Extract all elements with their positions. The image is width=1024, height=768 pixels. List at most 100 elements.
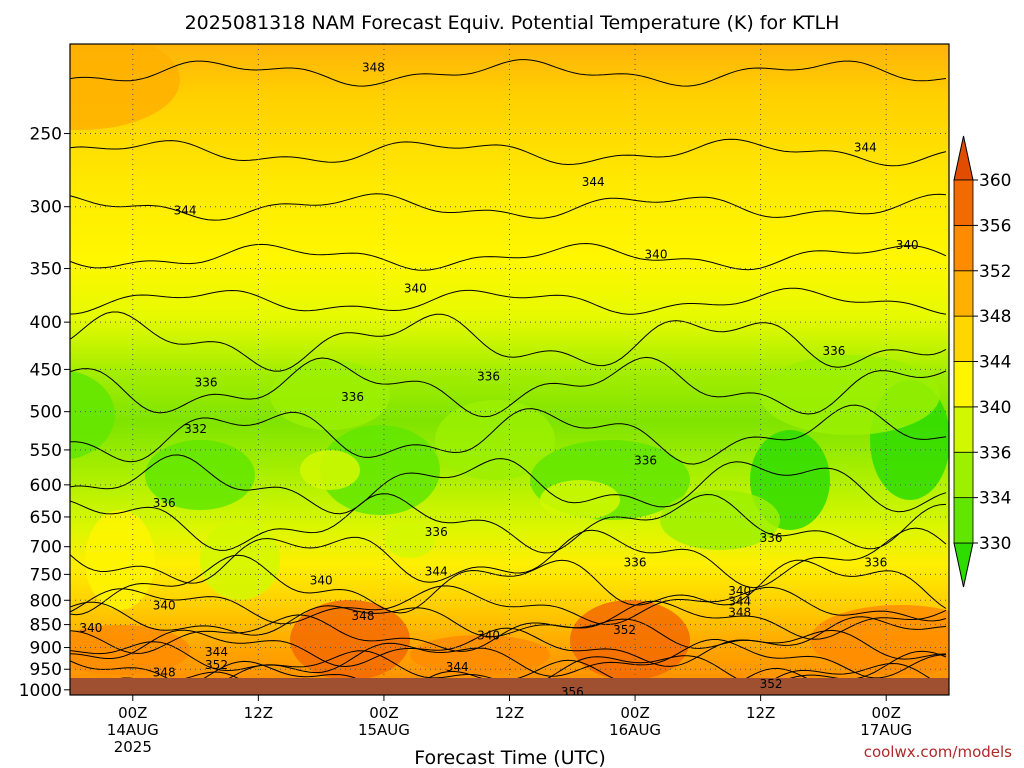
y-tick-label: 600 — [30, 476, 62, 496]
x-tick-label: 12Z — [495, 704, 524, 722]
field-patch — [270, 360, 390, 430]
contour-line — [70, 311, 947, 372]
contour-line — [70, 287, 947, 315]
colorbar: 330 334 336 340 344 348 352 356 360 — [953, 135, 1011, 588]
contour-line — [70, 493, 947, 554]
contour-label: 336 — [425, 525, 448, 539]
contour-label: 336 — [864, 555, 887, 569]
y-tick-label: 250 — [30, 125, 62, 145]
contour-line — [70, 454, 947, 515]
contour-label: 348 — [153, 666, 176, 680]
contour-label: 332 — [184, 422, 207, 436]
y-tick-label: 750 — [30, 565, 62, 585]
contour-label: 336 — [634, 454, 657, 468]
contour-line — [70, 600, 947, 640]
colorbar-label: 330 — [979, 534, 1011, 554]
contour-label: 344 — [728, 594, 751, 608]
colorbar-segment — [953, 451, 974, 499]
y-tick-label: 350 — [30, 260, 62, 280]
contour-label: 340 — [645, 248, 668, 262]
field-patch — [810, 605, 949, 675]
colorbar-segment — [953, 179, 974, 226]
colorbar-max-arrow — [953, 135, 974, 181]
field-patch — [85, 510, 155, 610]
colorbar-segment — [953, 224, 974, 272]
contour-label: 352 — [760, 677, 783, 691]
colorbar-label: 344 — [979, 353, 1011, 373]
contour-label: 336 — [624, 555, 647, 569]
contour-line — [70, 356, 947, 418]
contour-label: 340 — [310, 574, 333, 588]
field-patch — [410, 635, 550, 675]
field-patch — [540, 480, 620, 520]
contour-label: 336 — [760, 531, 783, 545]
x-tick-date: 15AUG — [358, 721, 410, 739]
contour-label: 356 — [561, 685, 584, 699]
contour-label: 344 — [205, 645, 228, 659]
contour-label: 340 — [404, 282, 427, 296]
contour-label: 336 — [195, 376, 218, 390]
y-tick-label: 500 — [30, 403, 62, 423]
y-tick-label: 700 — [30, 538, 62, 558]
contour-line — [70, 404, 947, 465]
colorbar-label: 340 — [979, 398, 1011, 418]
colorbar-segment — [953, 497, 974, 544]
x-tick-date: 16AUG — [609, 721, 661, 739]
contour-label: 340 — [477, 628, 500, 642]
contour-line — [70, 138, 947, 167]
contour-label: 340 — [153, 598, 176, 612]
x-tick-date: 14AUG — [107, 721, 159, 739]
contour-line — [70, 554, 947, 616]
field-patch — [200, 520, 280, 600]
y-tick-label: 900 — [30, 639, 62, 659]
grid-lines — [70, 44, 949, 695]
colorbar-segment — [953, 406, 974, 453]
field-patch — [145, 440, 255, 510]
contour-label: 348 — [352, 609, 375, 623]
contour-label: 352 — [613, 623, 636, 637]
colorbar-label: 360 — [979, 171, 1011, 191]
contour-label: 340 — [896, 238, 919, 252]
field-patch — [435, 400, 555, 480]
contour-line — [70, 585, 947, 625]
contour-line — [70, 59, 947, 87]
contour-label: 348 — [728, 606, 751, 620]
contour-label: 348 — [362, 60, 385, 74]
field-patch — [320, 425, 440, 515]
field-patch — [70, 44, 180, 130]
contour-label: 344 — [582, 175, 605, 189]
contour-label: 352 — [205, 658, 228, 672]
y-tick-label: 450 — [30, 360, 62, 380]
contour-label: 344 — [174, 204, 197, 218]
contour-label: 336 — [477, 369, 500, 383]
field-patch — [385, 522, 435, 558]
x-tick-label: 00Z — [620, 704, 649, 722]
contour-line — [70, 627, 947, 668]
colorbar-label: 356 — [979, 216, 1011, 236]
contour-label: 344 — [425, 565, 448, 579]
y-tick-label: 650 — [30, 508, 62, 528]
x-tick-date: 17AUG — [860, 721, 912, 739]
contour-label: 344 — [446, 660, 469, 674]
colorbar-segment — [953, 315, 974, 362]
colorbar-label: 352 — [979, 262, 1011, 282]
contour-line — [70, 527, 947, 589]
credit-text: coolwx.com/models — [864, 743, 1012, 761]
y-tick-label: 800 — [30, 591, 62, 611]
contour-line — [70, 242, 947, 271]
colorbar-min-arrow — [953, 542, 974, 588]
y-tick-label: 850 — [30, 616, 62, 636]
x-tick-label: 00Z — [872, 704, 901, 722]
y-tick-label: 950 — [30, 660, 62, 680]
contour-label: 340 — [728, 584, 751, 598]
field-patch — [70, 370, 115, 460]
ground-fill — [70, 678, 949, 695]
colorbar-label: 334 — [979, 489, 1011, 509]
y-axis: 250 300 350 400 450 500 550 600 650 700 750 800 850 9… — [19, 125, 70, 701]
colorbar-label: 336 — [979, 443, 1011, 463]
contour-label: 336 — [822, 344, 845, 358]
contour-line — [70, 614, 947, 654]
